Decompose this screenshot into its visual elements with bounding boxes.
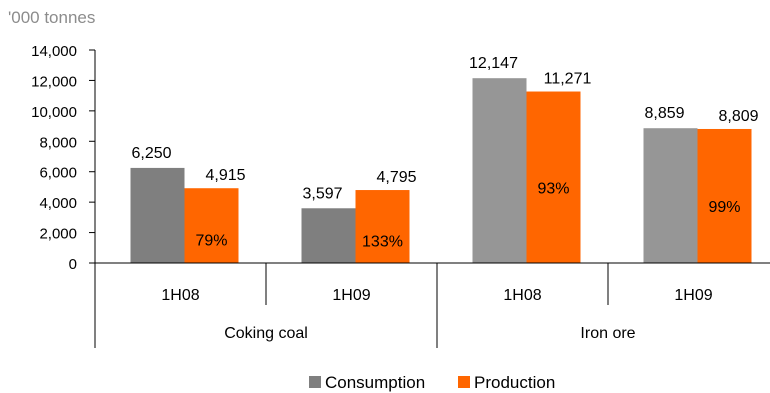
data-label-production: 4,915: [205, 167, 245, 184]
data-label-production: 4,795: [376, 169, 416, 186]
bars: 6,250 4,915 79% 3,597 4,795 133% 12,147 11,271 9…: [130, 55, 759, 264]
ratio-label: 93%: [537, 180, 569, 197]
y-tick-label: 14,000: [31, 43, 77, 60]
bar-production: [697, 128, 752, 263]
legend-label-consumption: Consumption: [325, 373, 425, 392]
bar-production: [526, 91, 581, 264]
bar-production: [184, 188, 239, 263]
y-tick-label: 2,000: [39, 226, 77, 243]
group-label: Iron ore: [580, 325, 635, 342]
category-label: 1H08: [503, 287, 541, 304]
bar-consumption: [643, 128, 698, 263]
unit-label: '000 tonnes: [8, 8, 95, 27]
legend-label-production: Production: [474, 373, 555, 392]
bar-consumption: [130, 167, 185, 263]
category-label: 1H09: [674, 287, 712, 304]
y-tick-label: 10,000: [31, 104, 77, 121]
legend: Consumption Production: [309, 373, 555, 392]
legend-swatch-consumption: [309, 376, 321, 388]
bar-consumption: [472, 78, 527, 263]
y-tick-label: 12,000: [31, 73, 77, 90]
y-axis: 0 2,000 4,000 6,000 8,000 10,000 12,000 14,000: [31, 43, 96, 273]
data-label-production: 11,271: [544, 71, 592, 88]
bar-production: [355, 190, 410, 263]
category-label: 1H08: [161, 287, 199, 304]
data-label-production: 8,809: [718, 108, 758, 125]
ratio-label: 79%: [195, 233, 227, 250]
category-label: 1H09: [332, 287, 370, 304]
data-label-consumption: 6,250: [131, 145, 171, 162]
y-tick-label: 0: [69, 256, 77, 273]
data-label-consumption: 12,147: [469, 55, 518, 72]
y-tick-label: 4,000: [39, 195, 77, 212]
group-label: Coking coal: [224, 325, 308, 342]
legend-swatch-production: [458, 376, 470, 388]
y-tick-label: 6,000: [39, 165, 77, 182]
data-label-consumption: 3,597: [302, 185, 342, 202]
bar-consumption: [301, 208, 356, 263]
ratio-label: 99%: [708, 199, 740, 216]
x-axis: 1H08 1H09 1H08 1H09 Coking coal Iron ore: [94, 262, 770, 348]
y-tick-label: 8,000: [39, 134, 77, 151]
data-label-consumption: 8,859: [644, 105, 684, 122]
ratio-label: 133%: [362, 234, 403, 251]
